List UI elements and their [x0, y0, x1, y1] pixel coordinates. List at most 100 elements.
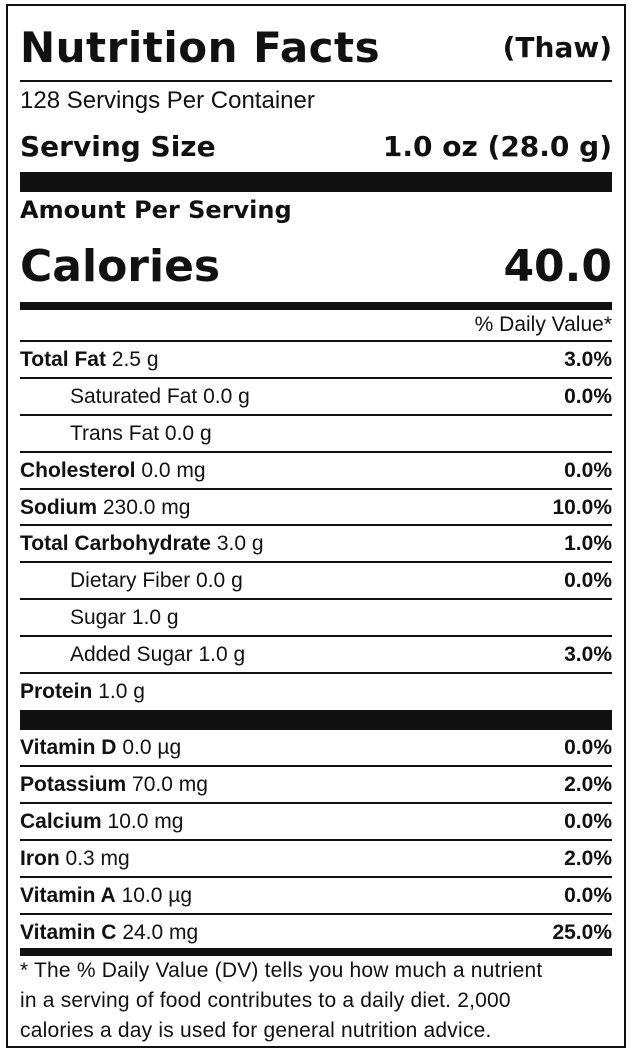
nutrient-amount: 3.0 g	[216, 532, 264, 555]
calories-row: Calories 40.0	[20, 232, 612, 300]
vitamin-row-potassium: Potassium 70.0 mg 2.0%	[20, 767, 612, 803]
vitamin-dv: 0.0%	[564, 736, 612, 759]
nutrient-amount: 1.0 g	[198, 643, 246, 666]
thick-divider	[20, 710, 612, 730]
vitamin-amount: 24.0 mg	[122, 921, 199, 944]
amount-per-serving: Amount Per Serving	[20, 192, 612, 228]
label-header: Nutrition Facts (Thaw)	[20, 16, 612, 78]
nutrient-name: Dietary Fiber	[70, 569, 191, 592]
serving-size-label: Serving Size	[20, 129, 216, 163]
nutrient-amount: 2.5 g	[111, 348, 159, 371]
footnote-line: calories a day is used for general nutri…	[20, 1019, 492, 1042]
nutrient-dv: 3.0%	[564, 643, 612, 666]
vitamin-row-vitamin-a: Vitamin A 10.0 µg 0.0%	[20, 878, 612, 914]
nutrient-row-saturated-fat: Saturated Fat 0.0 g 0.0%	[20, 379, 612, 415]
nutrient-name: Added Sugar	[70, 643, 193, 666]
nutrient-name: Cholesterol	[20, 459, 136, 482]
medium-divider	[20, 948, 612, 956]
nutrient-row-total-fat: Total Fat 2.5 g 3.0%	[20, 342, 612, 378]
footnote: * The % Daily Value (DV) tells you how m…	[20, 956, 612, 1046]
divider	[20, 377, 612, 379]
servings-text: 128 Servings Per Container	[20, 87, 315, 114]
divider	[20, 635, 612, 637]
vitamin-row-calcium: Calcium 10.0 mg 0.0%	[20, 804, 612, 840]
nutrient-dv: 0.0%	[564, 569, 612, 592]
thick-divider	[20, 172, 612, 192]
nutrient-row-sodium: Sodium 230.0 mg 10.0%	[20, 490, 612, 526]
divider	[20, 598, 612, 600]
calories-value: 40.0	[503, 240, 612, 292]
footnote-line: in a serving of food contributes to a da…	[20, 989, 511, 1012]
divider	[20, 876, 612, 878]
nutrient-name: Protein	[20, 680, 93, 703]
divider	[20, 672, 612, 674]
vitamin-dv: 0.0%	[564, 810, 612, 833]
nutrient-name: Total Fat	[20, 348, 106, 371]
vitamin-row-vitamin-d: Vitamin D 0.0 µg 0.0%	[20, 730, 612, 766]
nutrient-dv: 0.0%	[564, 385, 612, 408]
vitamin-amount: 10.0 µg	[121, 884, 193, 907]
nutrient-name: Total Carbohydrate	[20, 532, 211, 555]
label-subtitle: (Thaw)	[502, 30, 612, 64]
nutrient-amount: 0.0 mg	[141, 459, 206, 482]
nutrient-row-dietary-fiber: Dietary Fiber 0.0 g 0.0%	[20, 563, 612, 599]
vitamin-amount: 10.0 mg	[107, 810, 184, 833]
nutrient-amount: 1.0 g	[98, 680, 145, 703]
nutrient-amount: 230.0 mg	[102, 496, 191, 519]
nutrient-row-cholesterol: Cholesterol 0.0 mg 0.0%	[20, 453, 612, 489]
vitamin-row-vitamin-c: Vitamin C 24.0 mg 25.0%	[20, 915, 612, 951]
nutrient-amount: 1.0 g	[131, 606, 179, 629]
nutrient-dv: 10.0%	[552, 496, 612, 519]
vitamin-name: Vitamin C	[20, 921, 117, 944]
nutrient-row-total-carbohydrate: Total Carbohydrate 3.0 g 1.0%	[20, 526, 612, 562]
medium-divider	[20, 302, 612, 310]
label-content: Nutrition Facts (Thaw) 128 Servings Per …	[20, 6, 612, 1046]
vitamin-name: Potassium	[20, 773, 127, 796]
vitamin-dv: 2.0%	[564, 847, 612, 870]
divider	[20, 524, 612, 526]
vitamin-name: Vitamin A	[20, 884, 116, 907]
divider	[20, 414, 612, 416]
servings-per-container: 128 Servings Per Container	[20, 84, 612, 118]
nutrient-amount: 0.0 g	[203, 385, 250, 408]
nutrient-name: Trans Fat	[70, 422, 160, 445]
divider	[20, 561, 612, 563]
nutrient-dv: 0.0%	[564, 459, 612, 482]
daily-value-header: % Daily Value*	[20, 310, 612, 340]
vitamin-dv: 25.0%	[552, 921, 612, 944]
nutrition-facts-label: Nutrition Facts (Thaw) 128 Servings Per …	[6, 4, 626, 1048]
vitamin-amount: 0.3 mg	[65, 847, 130, 870]
divider	[20, 765, 612, 767]
footnote-line: * The % Daily Value (DV) tells you how m…	[20, 959, 543, 982]
nutrient-name: Sodium	[20, 496, 97, 519]
amount-per-serving-label: Amount Per Serving	[20, 196, 292, 224]
serving-size-value: 1.0 oz (28.0 g)	[382, 129, 612, 163]
divider	[20, 451, 612, 453]
daily-value-header-text: % Daily Value*	[474, 313, 612, 336]
serving-size-row: Serving Size 1.0 oz (28.0 g)	[20, 124, 612, 168]
nutrient-row-protein: Protein 1.0 g	[20, 674, 612, 710]
vitamin-amount: 70.0 mg	[132, 773, 208, 796]
divider	[20, 802, 612, 804]
nutrient-row-sugar: Sugar 1.0 g	[20, 600, 612, 636]
divider	[20, 340, 612, 342]
vitamin-name: Iron	[20, 847, 60, 870]
vitamin-row-iron: Iron 0.3 mg 2.0%	[20, 841, 612, 877]
label-title: Nutrition Facts	[20, 22, 381, 72]
divider	[20, 488, 612, 490]
vitamin-name: Calcium	[20, 810, 102, 833]
nutrient-dv: 1.0%	[564, 532, 612, 555]
calories-label: Calories	[20, 240, 221, 292]
vitamin-dv: 0.0%	[564, 884, 612, 907]
nutrient-dv: 3.0%	[564, 348, 612, 371]
vitamin-amount: 0.0 µg	[122, 736, 182, 759]
nutrient-row-added-sugar: Added Sugar 1.0 g 3.0%	[20, 637, 612, 673]
nutrient-amount: 0.0 g	[196, 569, 243, 592]
nutrient-amount: 0.0 g	[164, 422, 212, 445]
divider	[20, 80, 612, 82]
divider	[20, 913, 612, 915]
vitamin-name: Vitamin D	[20, 736, 117, 759]
vitamin-dv: 2.0%	[564, 773, 612, 796]
nutrient-name: Saturated Fat	[70, 385, 198, 408]
nutrient-row-trans-fat: Trans Fat 0.0 g	[20, 416, 612, 452]
